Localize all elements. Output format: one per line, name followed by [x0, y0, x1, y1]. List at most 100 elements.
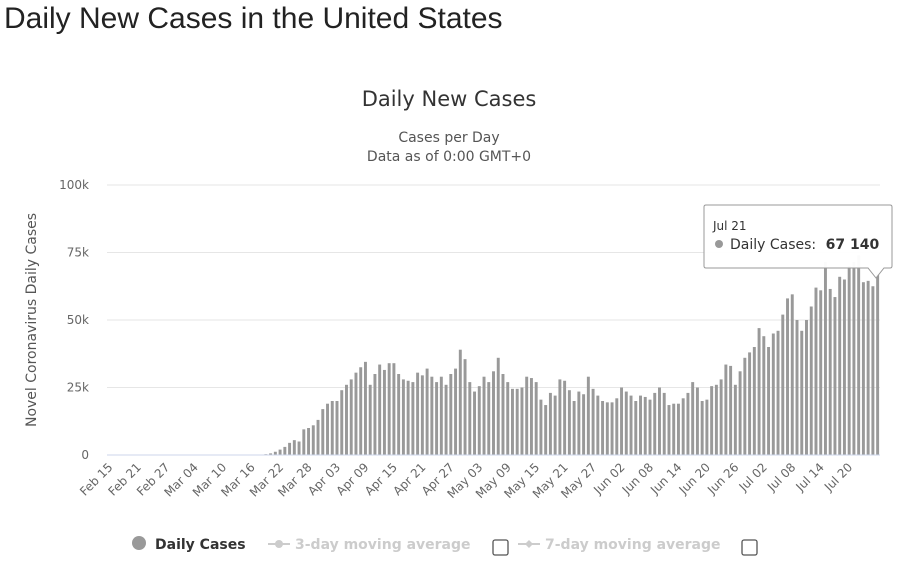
bar[interactable]: [629, 395, 633, 455]
bar[interactable]: [776, 330, 780, 455]
bar[interactable]: [539, 399, 543, 455]
bar[interactable]: [449, 374, 453, 455]
bar[interactable]: [771, 333, 775, 456]
bar[interactable]: [610, 402, 614, 455]
bar[interactable]: [506, 382, 510, 455]
bar[interactable]: [639, 395, 642, 455]
bar[interactable]: [435, 382, 439, 455]
bar[interactable]: [534, 382, 538, 455]
bar[interactable]: [781, 314, 785, 455]
bar[interactable]: [278, 449, 282, 455]
bar[interactable]: [454, 368, 458, 455]
bar[interactable]: [373, 374, 377, 455]
bar[interactable]: [676, 403, 680, 455]
bar[interactable]: [492, 371, 495, 455]
bar[interactable]: [487, 382, 491, 455]
bar[interactable]: [667, 405, 671, 455]
bar[interactable]: [738, 371, 742, 455]
bar[interactable]: [544, 405, 548, 455]
bar[interactable]: [762, 336, 766, 455]
bar[interactable]: [752, 347, 756, 455]
bar[interactable]: [420, 375, 424, 455]
bar[interactable]: [515, 388, 519, 455]
bar[interactable]: [416, 372, 420, 455]
bar[interactable]: [335, 401, 339, 455]
bar[interactable]: [283, 446, 287, 455]
bar[interactable]: [482, 376, 486, 455]
bar[interactable]: [330, 401, 334, 455]
bar[interactable]: [392, 363, 396, 455]
bar[interactable]: [468, 382, 472, 455]
bar[interactable]: [586, 376, 590, 455]
bar[interactable]: [634, 401, 638, 455]
bar[interactable]: [605, 402, 609, 455]
bar[interactable]: [795, 320, 799, 455]
bar[interactable]: [847, 266, 851, 455]
bar[interactable]: [719, 379, 723, 455]
bar[interactable]: [615, 398, 619, 455]
bar[interactable]: [833, 297, 837, 455]
bar[interactable]: [620, 387, 624, 456]
bar[interactable]: [520, 387, 524, 456]
bar[interactable]: [411, 382, 415, 455]
bar[interactable]: [406, 380, 410, 455]
bar[interactable]: [800, 330, 804, 455]
bar[interactable]: [757, 328, 761, 455]
bar[interactable]: [819, 290, 823, 455]
bar[interactable]: [354, 372, 358, 455]
bar[interactable]: [425, 368, 429, 455]
bar[interactable]: [382, 369, 386, 455]
bar[interactable]: [572, 401, 576, 455]
bar[interactable]: [477, 386, 481, 455]
bar[interactable]: [686, 392, 690, 455]
bar[interactable]: [861, 282, 865, 455]
bar[interactable]: [473, 391, 476, 455]
bar[interactable]: [705, 399, 709, 455]
bar[interactable]: [729, 365, 733, 455]
legend-item-3-day-average[interactable]: 3-day moving average: [268, 537, 471, 553]
bar[interactable]: [828, 288, 832, 455]
bar[interactable]: [648, 399, 652, 455]
bar[interactable]: [866, 280, 870, 455]
bar[interactable]: [823, 261, 827, 455]
bar[interactable]: [567, 390, 571, 455]
bar[interactable]: [430, 376, 434, 455]
bar[interactable]: [724, 364, 728, 455]
bar[interactable]: [743, 357, 747, 455]
bar[interactable]: [814, 287, 818, 455]
bar[interactable]: [511, 388, 514, 455]
bar[interactable]: [563, 380, 567, 455]
bar[interactable]: [463, 359, 467, 455]
bar[interactable]: [363, 361, 367, 455]
bar[interactable]: [714, 384, 718, 455]
bar[interactable]: [439, 376, 443, 455]
bar[interactable]: [288, 442, 292, 455]
bar[interactable]: [302, 429, 306, 455]
bar[interactable]: [658, 387, 661, 456]
bar[interactable]: [553, 395, 557, 455]
legend-item-daily-cases[interactable]: Daily Cases: [132, 536, 246, 553]
bar[interactable]: [558, 379, 562, 455]
legend-item-7-day-average[interactable]: 7-day moving average: [518, 537, 721, 553]
bar[interactable]: [695, 387, 699, 456]
bar[interactable]: [805, 320, 808, 455]
bar[interactable]: [809, 306, 813, 456]
bar[interactable]: [591, 388, 595, 455]
bar[interactable]: [378, 364, 382, 455]
bar[interactable]: [496, 357, 500, 455]
bar[interactable]: [662, 392, 666, 455]
bar[interactable]: [733, 384, 737, 455]
bar[interactable]: [340, 390, 344, 455]
bar[interactable]: [767, 347, 771, 455]
bar[interactable]: [596, 395, 600, 455]
bar[interactable]: [790, 294, 794, 455]
bar[interactable]: [653, 392, 657, 455]
bar[interactable]: [316, 419, 320, 455]
bar[interactable]: [582, 394, 586, 455]
bar[interactable]: [311, 425, 315, 455]
bar[interactable]: [321, 409, 325, 455]
bar[interactable]: [444, 384, 448, 455]
bar[interactable]: [458, 349, 462, 455]
bar[interactable]: [852, 261, 856, 455]
bar[interactable]: [838, 276, 842, 455]
